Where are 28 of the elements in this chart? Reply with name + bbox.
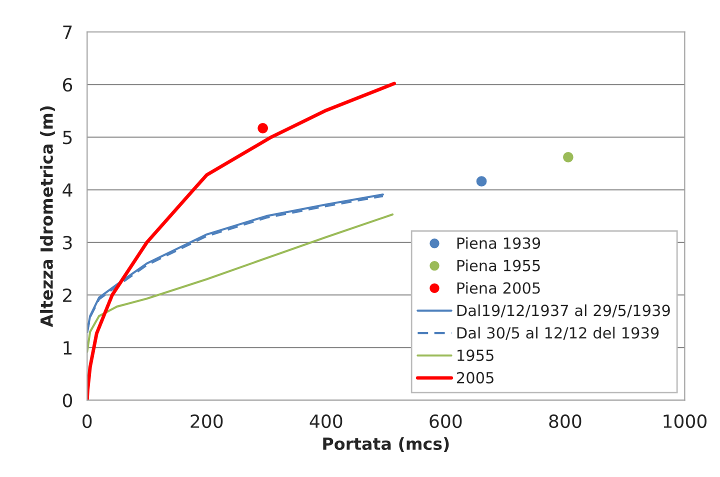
y-tick-label: 6 bbox=[63, 78, 72, 92]
x-tick-label: 1000 bbox=[664, 414, 706, 428]
x-tick-label: 600 bbox=[430, 414, 462, 428]
point bbox=[562, 152, 574, 162]
legend-label: Dal 30/5 al 12/12 del 1939 bbox=[457, 326, 659, 340]
x-tick-label: 0 bbox=[82, 414, 92, 428]
y-tick-label: 1 bbox=[64, 341, 72, 354]
legend-label: Piena 1955 bbox=[457, 260, 540, 272]
y-tick-label: 3 bbox=[63, 236, 72, 250]
x-tick-label: 400 bbox=[310, 414, 342, 428]
y-tick-label: 4 bbox=[62, 183, 72, 197]
point bbox=[258, 123, 268, 134]
legend-label: Dal19/12/1937 al 29/5/1939 bbox=[457, 304, 670, 318]
x-tick-label: 200 bbox=[190, 414, 223, 428]
legend-label: 2005 bbox=[457, 372, 494, 384]
line-series bbox=[87, 82, 396, 400]
y-tick-label: 2 bbox=[63, 288, 72, 302]
y-tick-label: 5 bbox=[63, 130, 72, 144]
line-series bbox=[87, 213, 394, 353]
legend-label: Piena 2005 bbox=[457, 282, 540, 294]
y-tick-label: 0 bbox=[62, 394, 72, 408]
y-axis-title: Altezza Idrometrica (m) bbox=[40, 106, 55, 328]
y-tick-label: 7 bbox=[63, 26, 72, 39]
legend-label: Piena 1939 bbox=[457, 237, 540, 249]
x-axis-title: Portata (mcs) bbox=[323, 437, 449, 452]
point bbox=[476, 176, 487, 187]
legend-label: 1955 bbox=[458, 350, 494, 362]
x-tick-label: 800 bbox=[549, 414, 582, 428]
